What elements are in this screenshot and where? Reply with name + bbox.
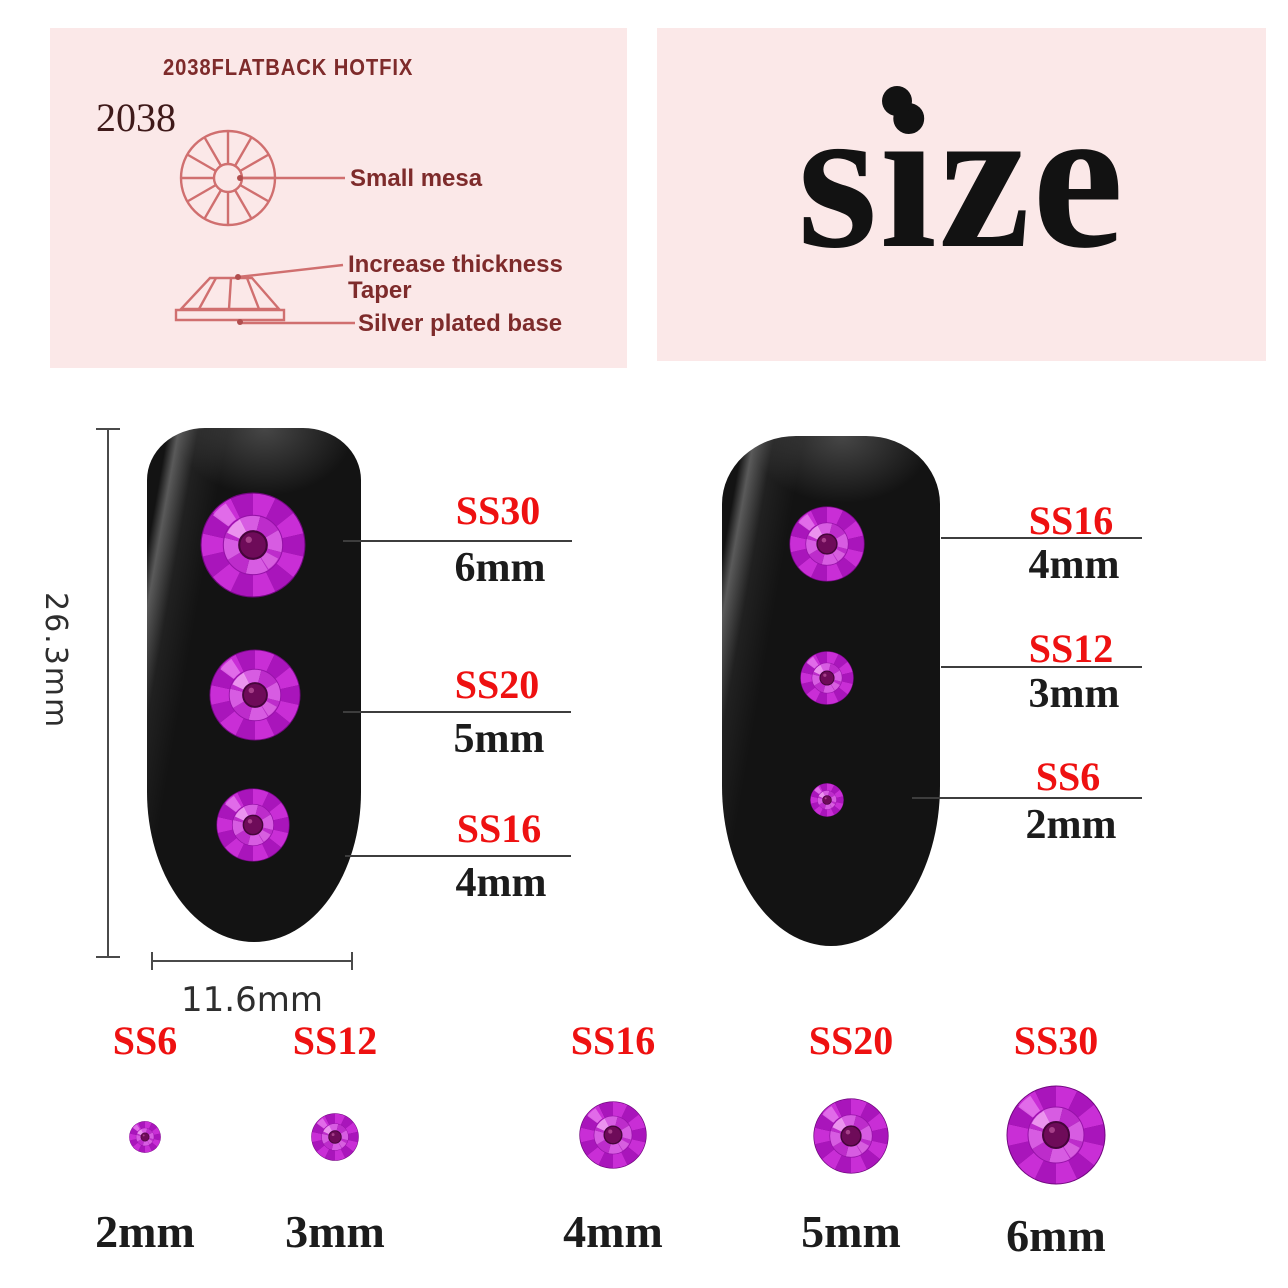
rhinestone-ss20: [813, 1098, 889, 1174]
ss-size-label: SS12: [1028, 626, 1114, 671]
mm-size-label: 2mm: [1025, 802, 1117, 848]
callout-line: [343, 711, 571, 713]
callout-line: [912, 797, 1142, 799]
width-dimension-cap-right: [351, 952, 353, 970]
ss-size-label: SS30: [455, 488, 541, 533]
callout-line: [941, 666, 1142, 668]
rhinestone-ss12: [800, 651, 854, 705]
rhinestone-ss6: [810, 783, 844, 817]
height-dimension-cap-bottom: [96, 956, 120, 958]
chart-ss-label: SS12: [292, 1018, 378, 1063]
ss-size-label: SS16: [456, 806, 542, 851]
chart-mm-label: 4mm: [563, 1206, 663, 1257]
callout-line: [345, 855, 571, 857]
ss-size-label: SS16: [1028, 498, 1114, 543]
model-number: 2038: [96, 95, 176, 140]
rhinestone-ss16: [789, 506, 865, 582]
chart-ss-label: SS16: [570, 1018, 656, 1063]
nail-width-value: 11.6mm: [181, 980, 323, 1020]
width-dimension-cap-left: [151, 952, 153, 970]
callout-line: [343, 540, 572, 542]
mm-size-label: 3mm: [1028, 671, 1120, 717]
callout-taper: Taper: [348, 277, 412, 304]
spec-panel-title: 2038FLATBACK HOTFIX: [163, 54, 414, 80]
callout-line: [941, 537, 1142, 539]
size-heading: size: [797, 62, 1126, 291]
chart-ss-label: SS30: [1013, 1018, 1099, 1063]
height-dimension-line: [107, 429, 109, 958]
mm-size-label: 4mm: [455, 860, 547, 906]
chart-mm-label: 3mm: [285, 1206, 385, 1257]
rhinestone-ss12: [311, 1113, 359, 1161]
height-dimension-cap-top: [96, 428, 120, 430]
ss-size-label: SS6: [1035, 754, 1101, 799]
size-panel: size: [657, 28, 1266, 361]
width-dimension-line: [152, 960, 352, 962]
spec-panel: 2038FLATBACK HOTFIX 2038 Small mesa Incr…: [50, 28, 627, 368]
callout-small-mesa: Small mesa: [350, 165, 483, 192]
i-dot: [882, 86, 912, 116]
callout-silver-plated-base: Silver plated base: [358, 310, 563, 337]
chart-mm-label: 5mm: [801, 1206, 901, 1257]
nail-height-value: 26.3mm: [38, 592, 73, 730]
ss-size-label: SS20: [454, 662, 540, 707]
mm-size-label: 5mm: [453, 716, 545, 762]
rhinestone-ss30: [1006, 1085, 1106, 1185]
rhinestone-ss16: [579, 1101, 647, 1169]
mm-size-label: 6mm: [454, 545, 546, 591]
rhinestone-ss6: [129, 1121, 161, 1153]
chart-ss-label: SS6: [112, 1018, 178, 1063]
chart-mm-label: 2mm: [95, 1206, 195, 1257]
rhinestone-structure-diagram: [174, 129, 355, 325]
chart-ss-label: SS20: [808, 1018, 894, 1063]
rhinestone-ss16: [216, 788, 290, 862]
rhinestone-ss30: [200, 492, 306, 598]
mm-size-label: 4mm: [1028, 542, 1120, 588]
chart-mm-label: 6mm: [1006, 1210, 1106, 1261]
callout-increase-thickness: Increase thickness: [348, 251, 563, 278]
rhinestone-ss20: [209, 649, 301, 741]
